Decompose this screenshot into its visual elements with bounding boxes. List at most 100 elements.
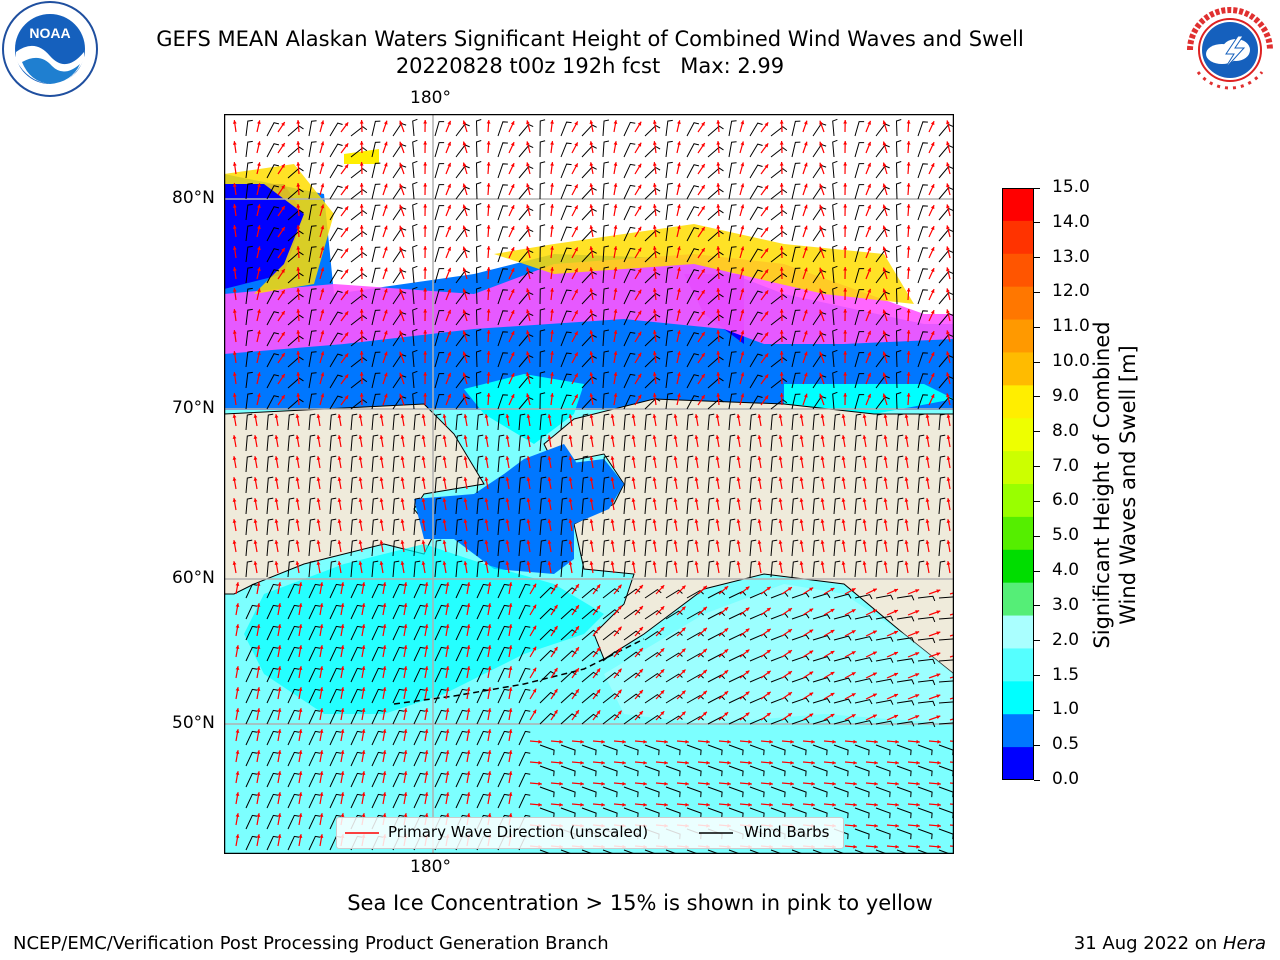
wave-direction-arrowhead [487, 771, 492, 775]
wave-direction-arrowhead [359, 372, 364, 376]
wind-barb [560, 226, 572, 242]
wind-barb [644, 208, 661, 221]
wind-barb [350, 210, 368, 221]
wave-direction-arrowhead [232, 393, 237, 397]
wave-direction-arrowhead [298, 750, 303, 754]
wind-barb [371, 204, 381, 221]
wave-direction-arrowhead [403, 813, 408, 817]
wave-direction-arrowhead [677, 309, 681, 314]
wind-barb [287, 272, 304, 284]
wave-direction-arrowhead [673, 414, 678, 418]
wave-direction-arrowhead [532, 667, 537, 672]
wind-barb [329, 206, 343, 221]
wave-direction-arrowhead [596, 605, 601, 610]
wind-barb [895, 161, 902, 179]
wind-barb [245, 161, 253, 179]
wind-barb [560, 539, 568, 557]
wave-direction-arrowhead [383, 393, 388, 398]
wave-direction-arrowhead [320, 120, 325, 125]
wave-direction-arrowhead [424, 708, 429, 712]
wind-barb [371, 434, 379, 452]
wave-direction-arrowhead [872, 609, 877, 614]
wave-direction-arrowhead [677, 393, 681, 398]
wave-direction-arrowhead [745, 712, 750, 717]
wind-barb [812, 697, 831, 704]
wind-barb [770, 539, 778, 557]
wind-barb [770, 476, 778, 494]
wave-direction-arrowhead [716, 141, 721, 145]
wind-barb [665, 849, 679, 854]
wave-direction-arrowhead [673, 540, 678, 544]
wave-direction-arrowhead [442, 561, 447, 565]
wind-barb [728, 497, 736, 515]
wind-barb [329, 413, 337, 431]
wind-barb [895, 350, 902, 368]
wave-direction-arrowhead [574, 331, 578, 336]
wave-direction-arrowhead [613, 246, 618, 250]
wave-direction-arrowhead [716, 120, 721, 124]
wave-direction-arrowhead [403, 771, 408, 775]
wave-direction-arrowhead [462, 267, 467, 272]
wave-direction-arrowhead [447, 330, 451, 335]
wave-direction-arrowhead [344, 395, 349, 400]
wind-barb [245, 583, 258, 599]
wave-direction-arrowhead [745, 586, 750, 591]
wave-direction-arrowhead [778, 414, 783, 418]
wave-direction-arrowhead [484, 456, 489, 460]
wave-direction-arrowhead [946, 162, 950, 167]
wave-direction-arrowhead [526, 309, 530, 314]
wave-direction-arrowhead [660, 648, 665, 653]
wave-direction-arrowhead [740, 204, 745, 209]
wind-barb [895, 329, 902, 347]
wind-barb [371, 413, 379, 431]
wave-direction-arrowhead [727, 760, 731, 765]
wave-direction-arrowhead [403, 666, 408, 670]
wave-direction-arrowhead [462, 120, 467, 125]
wind-barb [896, 765, 912, 777]
wave-direction-arrowhead [361, 624, 366, 628]
wind-barb [854, 268, 865, 284]
wave-direction-arrowhead [462, 204, 467, 209]
wave-direction-arrowhead [811, 739, 815, 744]
wind-barb [497, 539, 505, 557]
wind-barb [749, 497, 757, 515]
wind-barb [287, 335, 304, 347]
wave-direction-arrowhead [232, 267, 237, 271]
wind-barb [644, 539, 652, 557]
wave-direction-arrowhead [787, 713, 792, 717]
wind-barb [707, 125, 724, 137]
wave-direction-arrowhead [486, 267, 491, 271]
wind-barb [686, 290, 700, 305]
wind-barb [665, 786, 681, 798]
wind-barb [602, 786, 618, 798]
wind-barb [749, 765, 765, 777]
wind-barb [770, 560, 778, 578]
wind-barb [350, 646, 363, 662]
wave-direction-arrowhead [830, 651, 835, 655]
wave-direction-arrowhead [505, 414, 510, 418]
wave-direction-arrowhead [232, 246, 237, 250]
wave-direction-arrowhead [716, 225, 721, 229]
wave-direction-arrowhead [811, 781, 815, 786]
wind-barb [413, 476, 421, 494]
wave-direction-arrowhead [681, 627, 686, 632]
wave-direction-arrowhead [894, 651, 898, 656]
wave-direction-arrowhead [769, 781, 773, 786]
wind-barb [329, 560, 337, 578]
aleutian-islands [393, 638, 645, 705]
wave-direction-arrowhead [946, 435, 951, 439]
wind-barb [770, 399, 788, 410]
wind-barb [791, 592, 810, 599]
wind-barb [434, 625, 447, 641]
wind-barb [350, 583, 363, 599]
wind-barb [371, 667, 384, 683]
wave-direction-arrowhead [883, 540, 888, 544]
wave-direction-arrowhead [466, 813, 471, 817]
wave-direction-arrowhead [652, 267, 657, 271]
wave-direction-arrowhead [445, 666, 450, 670]
wave-direction-arrowhead [235, 771, 240, 775]
wind-barb [770, 413, 778, 431]
wave-direction-arrowhead [799, 477, 804, 481]
wind-barb [686, 694, 704, 704]
wave-direction-arrowhead [766, 712, 771, 717]
